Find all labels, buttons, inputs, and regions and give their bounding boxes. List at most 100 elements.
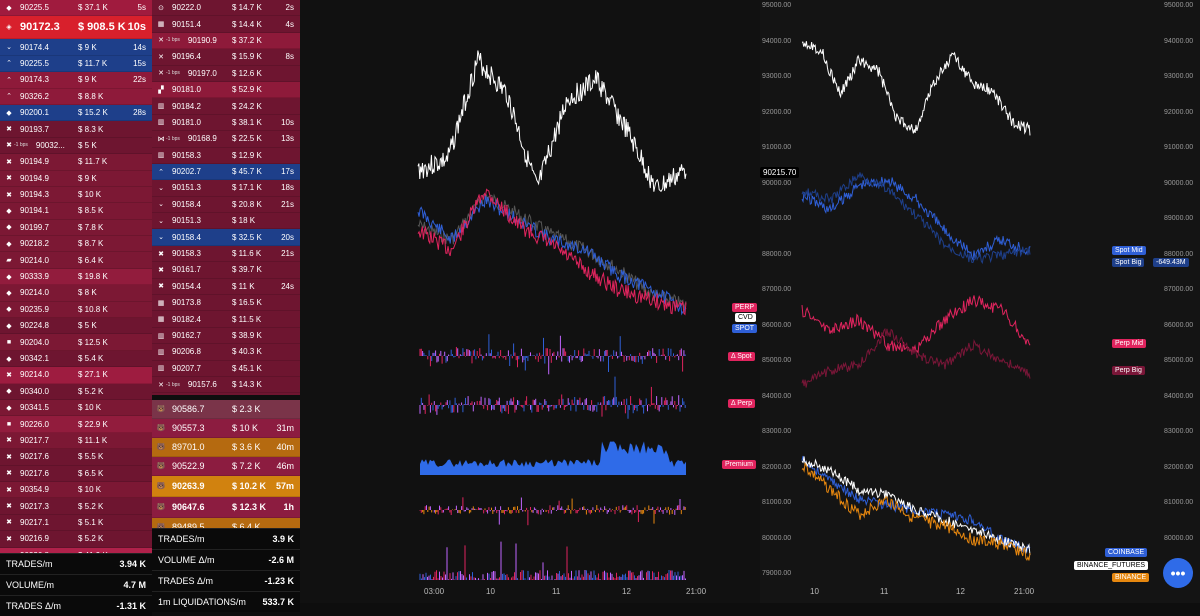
trade-row: ◆ 90235.9 $ 10.8 K xyxy=(0,301,152,319)
trade-amount: $ 5.2 K xyxy=(78,534,104,544)
liquidation-icon: 🐻 xyxy=(156,406,166,413)
chart-1-svg[interactable] xyxy=(300,0,760,603)
x-tick: 11 xyxy=(880,587,889,596)
chart-2-svg[interactable] xyxy=(760,0,1200,603)
trade-amount: $ 32.5 K xyxy=(232,232,262,242)
kraken-icon: ▦ xyxy=(157,316,165,324)
trade-amount: $ 8 K xyxy=(78,288,97,298)
chart-panel-1[interactable]: PERP CVD SPOT Δ Spot Δ Perp Premium 03:0… xyxy=(300,0,760,603)
price-tick: 89000.00 xyxy=(1164,215,1194,222)
trade-price: 90226.8 xyxy=(20,551,49,555)
chart-panel-2[interactable]: 95000.00 94000.00 93000.00 92000.00 91000.00… xyxy=(760,0,1200,603)
trade-amount: $ 20.8 K xyxy=(232,199,262,209)
price-tick: 83000.00 xyxy=(1164,428,1194,435)
trade-amount: $ 24.2 K xyxy=(232,101,262,111)
stat-label: 1m LIQUIDATIONS/m xyxy=(158,597,246,607)
stat-value: 3.94 K xyxy=(119,559,146,569)
trade-price: 90225.5 xyxy=(20,3,49,13)
dydx-icon: ⋈ xyxy=(157,135,165,143)
huobi-icon: ▥ xyxy=(157,103,165,111)
trade-price: 90194.9 xyxy=(20,157,49,167)
price-tick: 94000.00 xyxy=(1164,37,1194,45)
trade-row: ◆ 90340.0 $ 5.2 K xyxy=(0,383,152,400)
binance-icon: ◆ xyxy=(6,4,12,12)
trade-amount: $ 11.7 K xyxy=(78,58,108,68)
bybit-icon: ■ xyxy=(6,420,12,428)
trade-amount: $ 908.5 K xyxy=(78,21,126,34)
kraken-icon: ▦ xyxy=(157,21,165,29)
trade-price: 90340.0 xyxy=(20,386,49,396)
trade-amount: $ 41.9 K xyxy=(78,551,108,555)
trade-amount: $ 12.9 K xyxy=(232,150,262,160)
trade-price: 89489.5 xyxy=(172,522,205,530)
trade-row: ◆ 90333.9 $ 19.8 K xyxy=(0,268,152,286)
chev-down-icon: ⌄ xyxy=(158,201,164,209)
stat-value: -1.23 K xyxy=(264,576,294,586)
left-price-tick: 87000.00 xyxy=(762,286,792,293)
trade-row: ✖ 90154.4 $ 11 K 24s xyxy=(152,278,300,296)
binance-icon: ◆ xyxy=(6,240,12,248)
stat-label: VOLUME Δ/m xyxy=(158,555,215,565)
trade-price: 90158.4 xyxy=(172,199,201,209)
trade-price: 89701.0 xyxy=(172,442,205,452)
liquidation-icon: 🐻 xyxy=(156,444,166,451)
trade-price: 90218.2 xyxy=(20,239,49,249)
trade-amount: $ 10 K xyxy=(78,403,102,413)
trade-row: ▦ 90182.4 $ 11.5 K xyxy=(152,311,300,328)
price-tick: 91000.00 xyxy=(1164,144,1194,151)
trade-price: 90194.9 xyxy=(20,173,49,183)
trade-time: 40m xyxy=(276,442,294,452)
x-icon: ✕ xyxy=(158,381,164,389)
trade-price: 90190.9 xyxy=(187,35,217,45)
trade-price: 90263.9 xyxy=(172,481,205,491)
trade-price: 90154.4 xyxy=(172,281,201,291)
trade-price: 90235.9 xyxy=(20,304,49,314)
coinbase-label: COINBASE xyxy=(1105,548,1148,557)
trade-row: ✕ 90196.4 $ 15.9 K 8s xyxy=(152,49,300,66)
trade-amount: $ 40.3 K xyxy=(232,347,262,357)
binance-futures-line xyxy=(801,456,1031,555)
chev-down-icon: ⌄ xyxy=(158,217,164,225)
stat-row: TRADES/m 3.9 K xyxy=(152,528,300,549)
left-price-tick: 95000.00 xyxy=(762,2,792,9)
spot-mid-line xyxy=(801,176,1031,262)
okx-icon: ✖ xyxy=(6,175,12,183)
price-tick: 82000.00 xyxy=(1164,463,1194,471)
trade-row: ✕ -1 bps 90190.9 $ 37.2 K xyxy=(152,32,300,50)
binance-icon: ◆ xyxy=(6,355,12,363)
trade-price: 90032... xyxy=(35,140,65,150)
okx-icon: ✖ xyxy=(6,142,12,150)
trade-amount: $ 7.8 K xyxy=(78,222,104,232)
trade-amount: $ 52.9 K xyxy=(232,85,262,95)
bps-badge: -1 bps xyxy=(14,142,28,149)
trade-amount: $ 22.5 K xyxy=(232,134,262,144)
trade-price: 90158.3 xyxy=(172,150,201,160)
x-tick: 12 xyxy=(956,587,965,596)
trade-price: 90522.9 xyxy=(172,461,205,471)
trade-time: 57m xyxy=(275,481,294,491)
okx-icon: ✖ xyxy=(6,371,12,379)
okx-icon: ✖ xyxy=(6,437,12,445)
stat-row: VOLUME Δ/m -2.6 M xyxy=(152,549,300,570)
trade-row: ▞ 90181.0 $ 52.9 K xyxy=(152,81,300,99)
trade-time: 31m xyxy=(276,423,294,433)
chat-fab-button[interactable]: ••• xyxy=(1163,558,1193,588)
trade-amount: $ 5 K xyxy=(78,321,97,331)
trade-row: ▥ 90206.8 $ 40.3 K xyxy=(152,344,300,361)
x-tick: 21:00 xyxy=(1014,587,1035,596)
trade-row: 🐻 89489.5 $ 6.4 K xyxy=(152,518,300,530)
okx-icon: ✖ xyxy=(6,470,12,478)
left-price-tick: 88000.00 xyxy=(762,250,792,258)
liquidation-icon: 🐻 xyxy=(156,524,166,530)
mid-stats: TRADES/m 3.9 K VOLUME Δ/m -2.6 M TRADES Δ/m -… xyxy=(152,528,300,612)
trade-time: 20s xyxy=(281,232,294,242)
spot-big-label: Spot Big xyxy=(1112,258,1145,267)
trade-amount: $ 11.7 K xyxy=(78,157,108,167)
trade-row: ▰ 90214.0 $ 6.4 K xyxy=(0,252,152,269)
trade-time: 2s xyxy=(285,3,294,13)
price-tick: 84000.00 xyxy=(1164,392,1194,400)
stat-value: 3.9 K xyxy=(272,534,294,544)
stat-row: TRADES Δ/m -1.31 K xyxy=(0,595,152,616)
x-icon: ✕ xyxy=(158,53,164,61)
trade-price: 90194.3 xyxy=(20,190,49,200)
